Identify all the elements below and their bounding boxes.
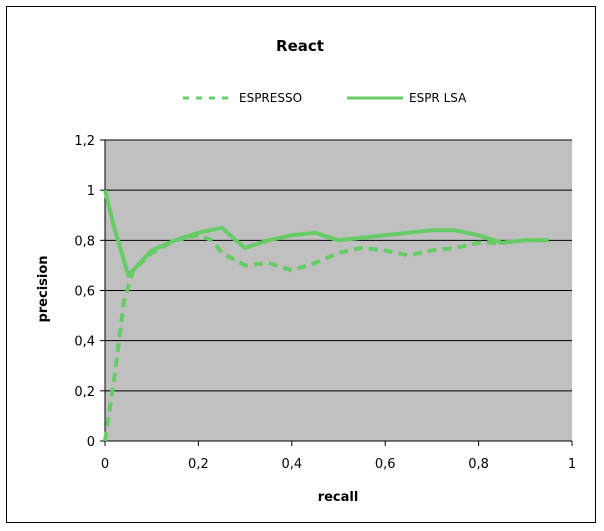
x-tick-label: 0 [101, 457, 109, 472]
y-axis-label: precision [36, 255, 51, 322]
x-tick-label: 0,6 [375, 457, 396, 472]
tick-labels: 0 0,2 0,4 0,6 0,8 1 1,2 0 0,2 0,4 0,6 0,8 1 [74, 134, 576, 472]
legend: ESPRESSO ESPR LSA [183, 91, 467, 105]
chart-title: React [276, 37, 324, 55]
line-chart: 0 0,2 0,4 0,6 0,8 1 1,2 0 0,2 0,4 0,6 0,8 1 React re… [36, 37, 576, 505]
y-tick-label: 1,2 [74, 134, 95, 149]
y-tick-label: 0,2 [74, 385, 95, 400]
legend-label-espresso: ESPRESSO [239, 91, 302, 105]
x-tick-label: 0,2 [188, 457, 209, 472]
x-tick-label: 1 [568, 457, 576, 472]
x-tick-label: 0,4 [281, 457, 302, 472]
y-tick-label: 0,4 [74, 335, 95, 350]
chart-frame: 0 0,2 0,4 0,6 0,8 1 1,2 0 0,2 0,4 0,6 0,8 1 React re… [6, 6, 596, 523]
series-line-espresso [103, 233, 549, 442]
x-tick-label: 0,8 [468, 457, 489, 472]
x-axis-label: recall [318, 490, 359, 505]
axes [100, 139, 573, 446]
y-tick-label: 0 [87, 435, 95, 450]
series-layer [103, 189, 549, 442]
y-tick-label: 0,6 [74, 285, 95, 300]
legend-label-espr-lsa: ESPR LSA [409, 91, 467, 105]
y-tick-label: 1 [87, 184, 95, 199]
series-line-espr-lsa [103, 189, 549, 278]
y-tick-label: 0,8 [74, 234, 95, 249]
